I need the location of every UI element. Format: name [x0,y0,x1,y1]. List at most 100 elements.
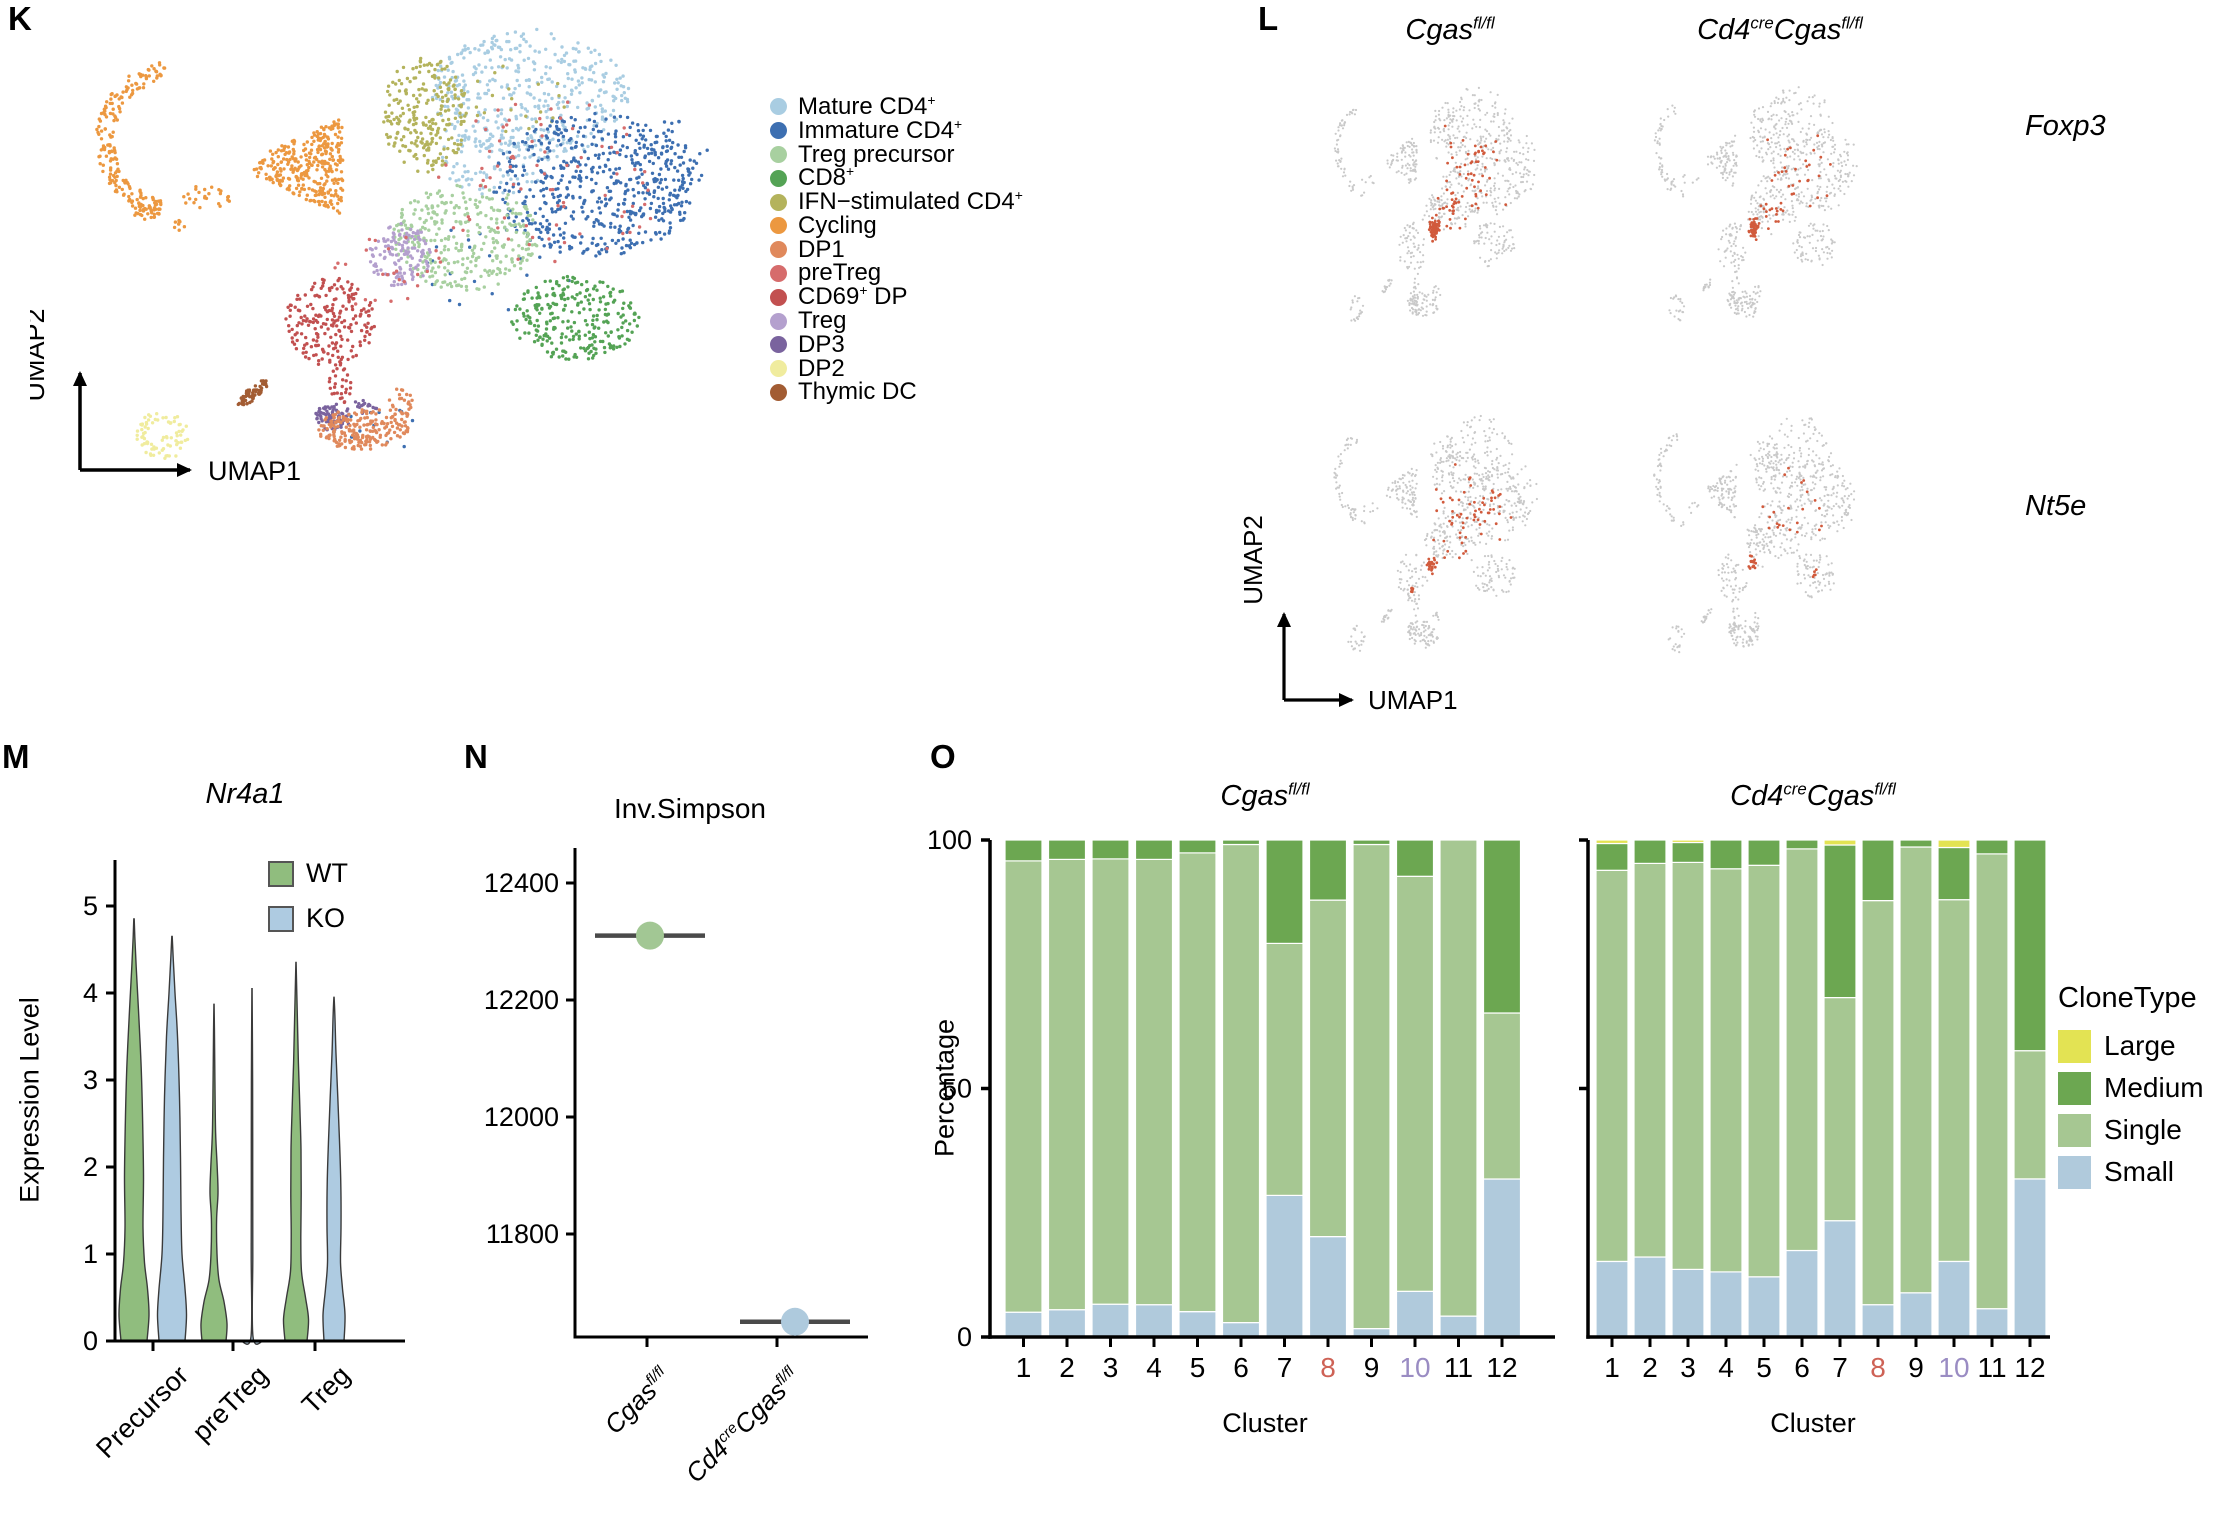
panel-label-k: K [8,0,32,37]
violin-preTreg-KO [240,988,264,1345]
inv-simpson-category-0: Cgasfl/fl [598,1362,668,1440]
bar-segment-medium [1134,839,1174,860]
bar-segment-small [1861,1304,1895,1338]
cluster-legend-dot [770,217,787,235]
bar-segment-medium [1308,839,1348,901]
inv-simpson-category-1: Cd4creCgasfl/fl [679,1362,798,1489]
inv-simpson-ytick-12400: 12400 [484,868,559,898]
cluster-legend-dot [770,288,787,306]
cluster-legend-label: DP3 [798,330,845,358]
violin-legend-item-KO: KO [268,896,348,941]
genotype-title-right: Cd4creCgasfl/fl [1697,13,1863,46]
cluster-tick-5: 5 [1189,1352,1206,1383]
cluster-legend-dot [770,98,787,116]
cluster-legend-item: DP2 [770,355,1023,382]
clonetype-legend-item-Medium: Medium [2058,1067,2204,1109]
violin-ytick-2: 2 [83,1152,98,1182]
cluster-tick-3: 3 [1680,1352,1696,1383]
violin-ytick-0: 0 [83,1326,98,1356]
umap1-axis-label: UMAP1 [208,456,301,486]
violin-Treg-WT [282,961,310,1342]
cluster-tick-12: 12 [2014,1352,2046,1383]
cluster-tick-8: 8 [1870,1352,1886,1383]
bar-segment-single [1221,843,1261,1324]
bar-segment-small [1595,1260,1629,1338]
expression-umap-1 [1333,86,1536,322]
clonetype-legend-swatch [2058,1071,2091,1105]
cluster-tick-12: 12 [1486,1352,1518,1383]
cluster-legend-dot [770,336,787,354]
cluster-legend-dot [770,312,787,330]
umap1-axis-label-l: UMAP1 [1368,685,1458,715]
cluster-legend-dot [770,264,787,282]
bar-segment-medium [1395,839,1435,877]
expression-umap-points [1333,86,1858,654]
bar-segment-single [1439,839,1478,1317]
bar-segment-single [1395,875,1435,1292]
cluster-tick-4: 4 [1146,1352,1162,1383]
cluster-legend-label: CD69+ DP [798,282,908,311]
violin-plot: 0 1 2 3 4 5 [83,860,405,1356]
bar-segment-small [1975,1308,2009,1338]
cluster-tick-6: 6 [1233,1352,1249,1383]
bar-segment-medium [1823,844,1857,999]
clonetype-legend-swatch [2058,1113,2091,1147]
percentage-ytick-0: 0 [957,1322,972,1352]
bar-segment-single [1823,996,1857,1222]
clonetype-legend-item-Small: Small [2058,1151,2204,1193]
cluster-legend-label: Treg [798,307,847,335]
inv-simpson-ytick-12000: 12000 [484,1102,559,1132]
cluster-legend-item: Thymic DC [770,378,1023,406]
bar-segment-single [2013,1050,2047,1180]
bar-segment-small [1395,1290,1435,1338]
cluster-tick-2: 2 [1642,1352,1658,1383]
cluster-legend-label: Cycling [798,211,877,239]
gene-label-foxp3: Foxp3 [2025,110,2106,142]
bar-segment-medium [1671,841,1705,863]
clonetype-legend: CloneType Large Medium Single Small [2058,982,2204,1193]
bar-segment-medium [1975,839,2009,855]
cluster-tick-11: 11 [1443,1352,1474,1383]
cluster-tick-7: 7 [1832,1352,1848,1383]
bar-segment-small [1671,1268,1705,1338]
cluster-tick-11: 11 [1977,1352,2007,1383]
umap-cluster-points [95,27,709,460]
cluster-tick-6: 6 [1794,1352,1810,1383]
bar-segment-single [1134,858,1174,1306]
clonotype-chart-0: 0 50 100 [927,825,1555,1352]
bar-segment-single [1899,846,1933,1294]
violin-Precursor-WT [118,918,150,1342]
cluster-legend-label: CD8+ [798,163,855,192]
bar-segment-small [1482,1178,1522,1338]
cluster-tick-10: 10 [1938,1352,1970,1383]
panel-label-n: N [464,738,488,775]
cluster-legend-label: Treg precursor [798,140,955,168]
bar-segment-single [1091,858,1130,1305]
bar-segment-single [1937,898,1971,1262]
umap-axes-k: UMAP1 UMAP2 [30,308,301,486]
cluster-legend-dot [770,145,787,163]
violin-ytick-4: 4 [83,978,98,1008]
bar-segment-single [1265,942,1304,1197]
bar-segment-small [1937,1260,1971,1338]
cluster-legend-item: Immature CD4+ [770,117,1023,144]
bar-segment-large [1823,839,1857,846]
bar-segment-small [1899,1292,1933,1338]
umap2-axis-label-l: UMAP2 [1240,515,1268,605]
cluster-legend-label: preTreg [798,259,882,287]
bar-segment-small [1047,1309,1087,1338]
bar-segment-small [1785,1249,1819,1338]
expression-umap-4 [1653,417,1856,654]
genotype-title-left: Cgasfl/fl [1405,13,1495,46]
percentage-ytick-50: 50 [942,1074,972,1104]
cluster-legend-dot [770,122,787,140]
percentage-ytick-100: 100 [927,825,972,855]
violin-legend: WT KO [268,851,348,941]
bar-segment-single [1671,861,1705,1271]
inv-simpson-point-1 [781,1307,809,1336]
violin-legend-label: WT [306,858,348,888]
bar-segment-medium [1633,839,1667,864]
cluster-legend-label: IFN−stimulated CD4+ [798,187,1023,216]
cluster-legend-label: Thymic DC [798,378,917,406]
bar-segment-medium [1091,839,1130,860]
